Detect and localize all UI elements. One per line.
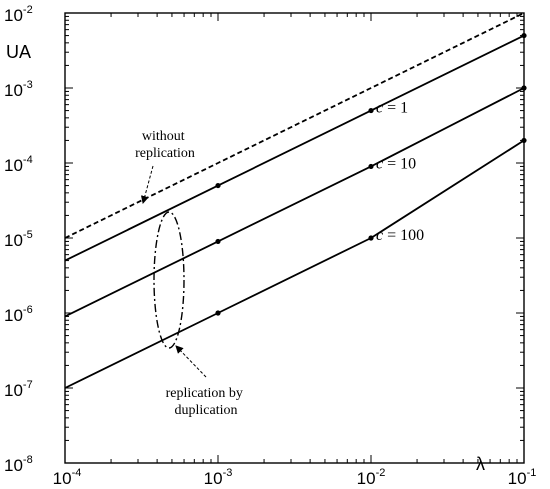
y-tick-label: 10-5 [4,229,33,250]
duplication-group-ellipse [153,211,185,349]
series-point [368,163,374,170]
plot-border [64,12,525,464]
markers-layer [215,32,527,316]
svg-text:without replication: without replication [135,129,195,161]
plot-frame [64,12,525,464]
series-line-1 [64,34,525,262]
y-tick-label: 10-6 [4,304,33,325]
series-point [521,137,527,144]
series-labels: c = 1 c = 10 c = 100 [376,100,424,244]
series-line-2 [64,87,525,318]
series-point [215,182,221,189]
series-point [521,32,527,39]
series-layer [64,12,525,389]
y-tick-label: 10-4 [4,154,33,175]
series-point [521,85,527,91]
y-tick-label: 10-8 [4,454,33,475]
series-line-3 [64,139,525,389]
x-tick-label: 10-1 [508,467,537,488]
annotation-without-line1: without [142,129,185,144]
x-tick-label: 10-4 [53,467,82,488]
axis-tick-labels: 10-4 10-3 10-2 10-1 10-8 10-7 10-6 10-5 10-4 10-3… [4,4,536,488]
series-point [368,235,374,241]
x-tick-label: 10-3 [204,467,233,488]
annotation-without-replication: without replication [135,129,195,204]
annotation-without-line2: replication [135,146,195,161]
series-label-1: c = 1 [376,100,408,117]
series-label-2: c = 10 [376,155,416,172]
annotation-replication-duplication: replication by duplication [166,345,247,418]
annotation-duplication-line2: duplication [175,403,238,418]
series-point [215,310,221,316]
series-point [215,238,221,245]
axis-ticks [64,12,525,464]
x-tick-label: 10-2 [357,467,386,488]
series-line-0 [64,12,525,239]
x-axis-label: λ [476,454,485,474]
y-axis-label: UA [6,42,31,62]
series-label-3: c = 100 [376,227,424,244]
annotation-duplication-arrow [175,345,207,378]
annotation-duplication-line1: replication by [166,386,243,401]
y-tick-label: 10-2 [4,4,33,25]
svg-text:replication by duplicati: replication by duplication [166,386,247,418]
series-point [368,107,374,114]
y-tick-label: 10-7 [4,379,33,400]
annotation-without-arrow [140,165,154,204]
y-tick-label: 10-3 [4,79,33,100]
